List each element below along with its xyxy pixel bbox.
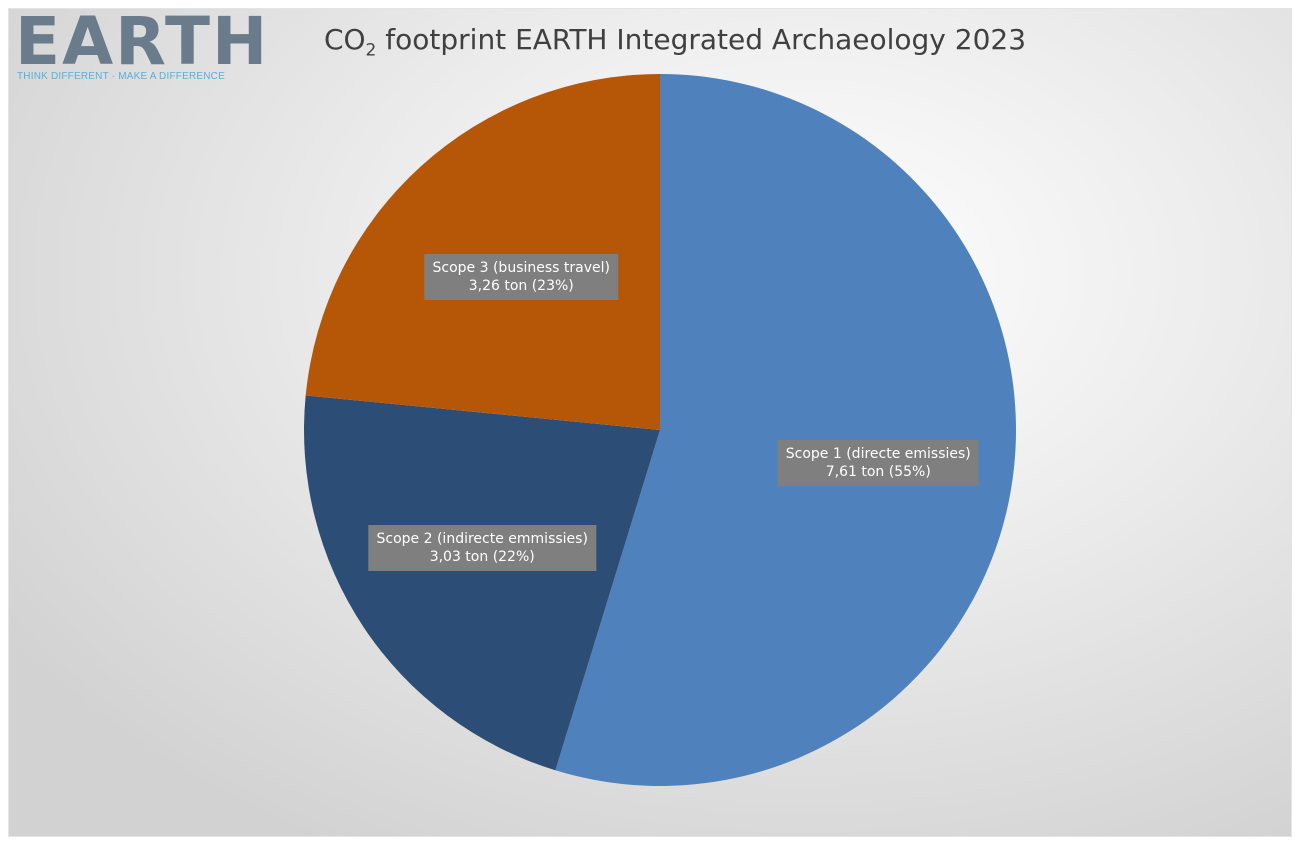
pie-slice-scope-1 xyxy=(555,74,1016,787)
pie-slice-scope-2 xyxy=(304,395,660,771)
logo-tagline: THINK DIFFERENT · MAKE A DIFFERENCE xyxy=(17,71,225,82)
pie-slice-scope-3 xyxy=(305,74,660,430)
chart-area: EARTH THINK DIFFERENT · MAKE A DIFFERENC… xyxy=(8,8,1292,837)
data-label-name: Scope 2 (indirecte emmissies) xyxy=(376,531,588,548)
data-label-scope-1: Scope 1 (directe emissies) 7,61 ton (55%) xyxy=(777,439,979,486)
data-label-name: Scope 3 (business travel) xyxy=(432,260,610,277)
data-label-value: 3,26 ton (23%) xyxy=(468,278,574,295)
data-label-name: Scope 1 (directe emissies) xyxy=(785,445,971,462)
data-label-value: 7,61 ton (55%) xyxy=(825,463,931,480)
data-label-scope-3: Scope 3 (business travel) 3,26 ton (23%) xyxy=(424,254,618,301)
chart-title: CO2 footprint EARTH Integrated Archaeolo… xyxy=(9,23,1291,61)
title-prefix: CO xyxy=(323,23,366,56)
title-subscript: 2 xyxy=(365,40,377,61)
data-label-value: 3,03 ton (22%) xyxy=(429,549,535,566)
pie-chart xyxy=(304,74,1016,787)
data-label-scope-2: Scope 2 (indirecte emmissies) 3,03 ton (2… xyxy=(368,525,596,572)
earth-logo: EARTH THINK DIFFERENT · MAKE A DIFFERENC… xyxy=(13,9,267,85)
title-rest: footprint EARTH Integrated Archaeology 2… xyxy=(376,23,1027,56)
logo-wordmark: EARTH xyxy=(15,8,270,80)
